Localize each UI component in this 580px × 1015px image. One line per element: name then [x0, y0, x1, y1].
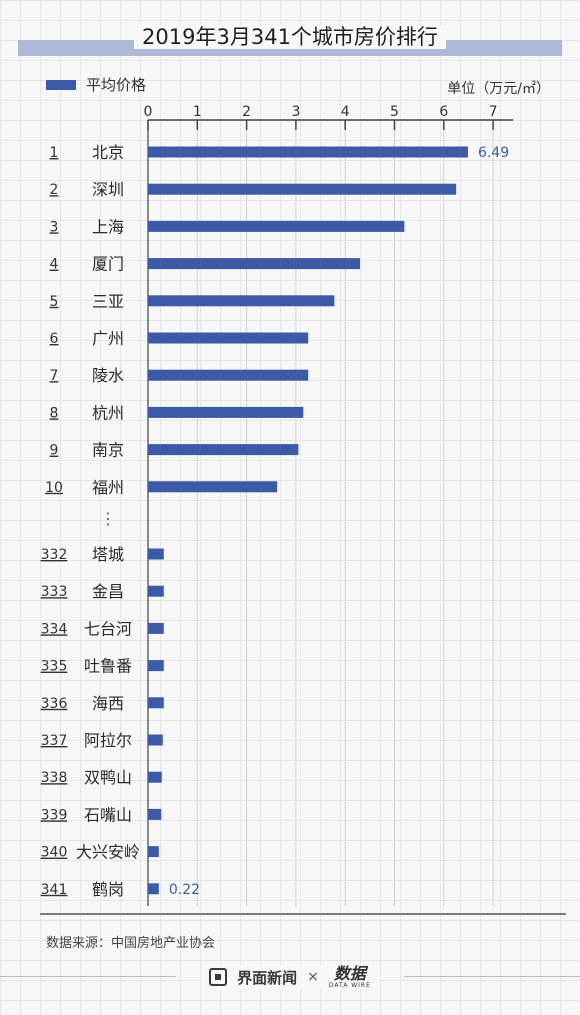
- unit-label: 单位（万元/㎡）: [447, 81, 550, 97]
- tick-label: 4: [341, 104, 350, 120]
- city-label: 双鸭山: [84, 768, 132, 787]
- city-label: 七台河: [84, 619, 132, 638]
- legend-swatch: [46, 79, 76, 90]
- rank-number: 338: [41, 770, 68, 786]
- bar: [148, 808, 162, 820]
- tick-label: 0: [144, 104, 153, 120]
- footer-rule-left: [0, 976, 176, 977]
- bar: [148, 295, 335, 307]
- city-label: 阿拉尔: [84, 731, 132, 750]
- data-label: 0.22: [169, 882, 200, 898]
- bar: [148, 481, 278, 493]
- bar: [148, 332, 309, 344]
- bar: [148, 406, 304, 418]
- jiemian-logo-icon: [209, 968, 228, 986]
- city-label: 塔城: [92, 545, 124, 564]
- footer-rule-right: [404, 976, 580, 977]
- bar: [148, 369, 309, 381]
- footer: 界面新闻 × 数据 DATA WIRE: [0, 962, 580, 992]
- rank-number: 340: [41, 845, 68, 861]
- bar: [148, 697, 164, 709]
- rank-number: 341: [41, 882, 68, 898]
- rank-number: 7: [50, 368, 59, 384]
- times-sign: ×: [307, 969, 319, 985]
- city-label: 福州: [92, 478, 124, 497]
- rank-number: 1: [50, 145, 59, 161]
- rank-number: 8: [50, 405, 59, 421]
- bar: [148, 146, 468, 158]
- rank-number: 335: [41, 659, 68, 675]
- datawire-logo-en: DATA WIRE: [328, 981, 371, 989]
- city-label: 三亚: [92, 292, 124, 311]
- rank-number: 6: [50, 331, 59, 347]
- rank-number: 5: [50, 294, 59, 310]
- ellipsis-marker: ⋮: [100, 509, 116, 528]
- tick-label: 7: [489, 104, 498, 120]
- city-label: 南京: [92, 441, 124, 460]
- bar: [148, 183, 457, 195]
- tick-label: 1: [193, 104, 202, 120]
- legend-label: 平均价格: [86, 76, 147, 94]
- tick-label: 2: [242, 104, 251, 120]
- rank-number: 336: [41, 696, 68, 712]
- bar: [148, 258, 360, 270]
- bar: [148, 771, 162, 783]
- datawire-logo: 数据 DATA WIRE: [328, 963, 371, 989]
- bar: [148, 622, 164, 634]
- tick-label: 5: [390, 104, 399, 120]
- city-label: 海西: [92, 694, 124, 713]
- city-label: 陵水: [92, 366, 124, 385]
- source-note: 数据来源：中国房地产业协会: [46, 936, 216, 951]
- bar: [148, 734, 163, 746]
- city-label: 厦门: [92, 255, 124, 274]
- city-label: 北京: [92, 143, 124, 162]
- bar: [148, 660, 164, 672]
- city-label: 金昌: [92, 582, 124, 601]
- brand-name: 界面新闻: [237, 968, 298, 987]
- city-label: 深圳: [92, 180, 124, 199]
- rank-number: 2: [50, 182, 59, 198]
- city-label: 石嘴山: [84, 805, 132, 824]
- bar-chart: 0 1 2 3 4 5 6 7 1 北京 6.49 2 深圳 3 上海 4 厦门 5 三亚 6 广州 7 陵水 8 杭州 9 南京 1…: [40, 104, 566, 915]
- bar: [148, 846, 159, 858]
- tick-label: 3: [291, 104, 300, 120]
- data-label: 6.49: [478, 145, 509, 161]
- chart-title: 2019年3月341个城市房价排行: [134, 25, 446, 49]
- legend: 平均价格: [46, 74, 146, 95]
- rank-number: 4: [50, 257, 59, 273]
- rank-number: 10: [45, 480, 63, 496]
- rank-number: 337: [41, 733, 68, 749]
- city-label: 鹤岗: [92, 880, 124, 899]
- rank-number: 334: [41, 621, 68, 637]
- city-label: 吐鲁番: [84, 657, 132, 676]
- bar: [148, 548, 164, 560]
- city-label: 广州: [92, 329, 124, 348]
- bar: [148, 444, 299, 456]
- datawire-logo-cn: 数据: [333, 963, 366, 983]
- tick-label: 6: [439, 104, 448, 120]
- bar: [148, 585, 164, 597]
- bar: [148, 220, 405, 232]
- bar: [148, 883, 159, 895]
- rank-number: 332: [41, 547, 68, 563]
- city-label: 上海: [92, 217, 124, 236]
- city-label: 大兴安岭: [76, 843, 140, 862]
- city-label: 杭州: [92, 403, 124, 422]
- rank-number: 9: [50, 443, 59, 459]
- rank-number: 3: [50, 219, 59, 235]
- rank-number: 333: [41, 584, 68, 600]
- rank-number: 339: [41, 807, 68, 823]
